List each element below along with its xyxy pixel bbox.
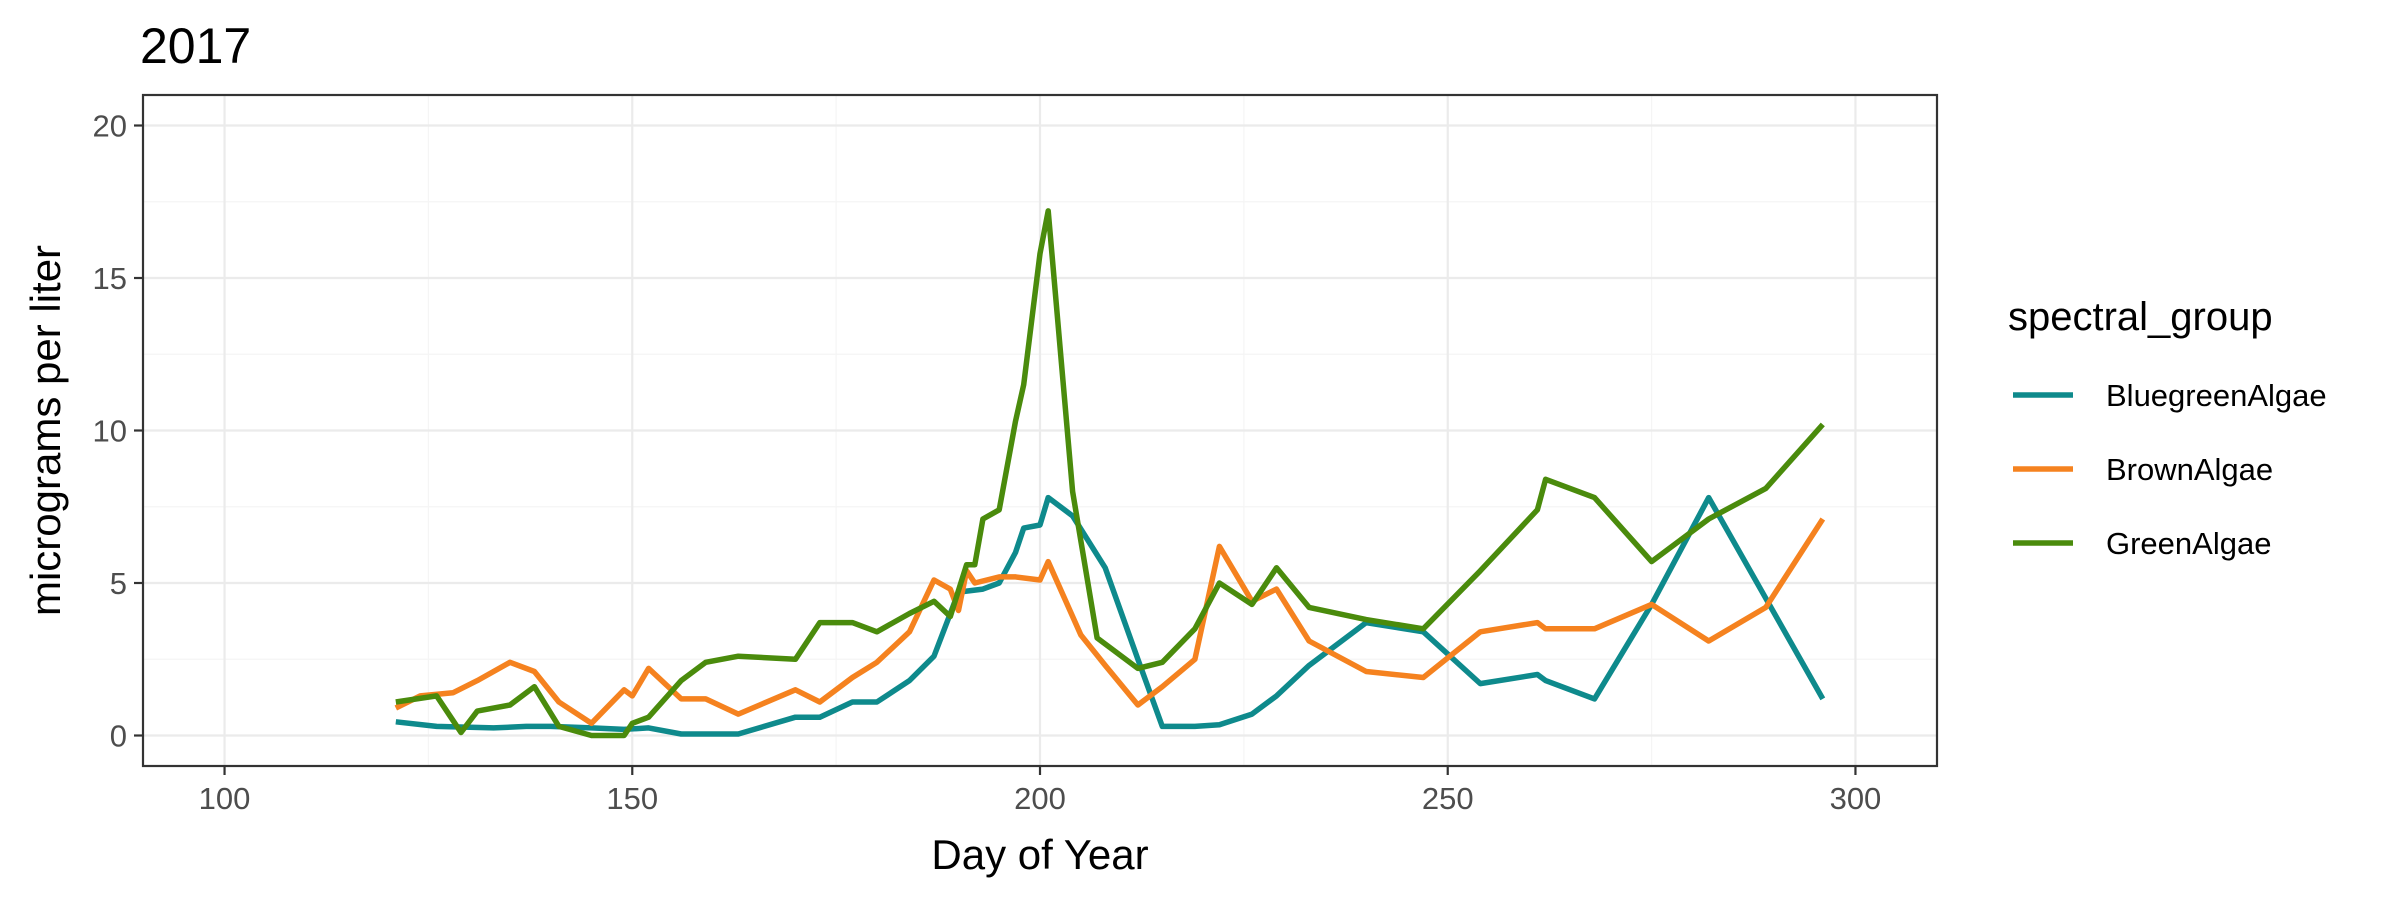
x-tick-label: 200 — [1014, 781, 1066, 816]
legend-item-greenalgae: GreenAlgae — [2013, 526, 2271, 561]
legend-title: spectral_group — [2008, 295, 2273, 339]
grid — [143, 95, 1937, 766]
x-tick-label: 300 — [1830, 781, 1882, 816]
series-layer — [394, 208, 1826, 739]
y-axis-title: micrograms per liter — [22, 245, 69, 616]
chart-title: 2017 — [140, 18, 251, 74]
legend: spectral_group BluegreenAlgae BrownAlgae G… — [2008, 295, 2327, 561]
series-line-greenalgae — [395, 208, 1825, 739]
axes: 100 150 200 250 300 0 5 10 15 20 — [93, 109, 1882, 817]
y-tick-label: 20 — [93, 109, 127, 144]
x-tick-label: 150 — [606, 781, 658, 816]
legend-label: BrownAlgae — [2106, 452, 2273, 487]
legend-label: GreenAlgae — [2106, 526, 2271, 561]
legend-item-bluegreenalgae: BluegreenAlgae — [2013, 378, 2327, 413]
legend-label: BluegreenAlgae — [2106, 378, 2327, 413]
x-axis-title: Day of Year — [931, 831, 1148, 878]
y-tick-label: 0 — [110, 719, 127, 754]
legend-item-brownalgae: BrownAlgae — [2013, 452, 2273, 487]
series-line-bluegreenalgae — [395, 494, 1826, 737]
legend-items: BluegreenAlgae BrownAlgae GreenAlgae — [2013, 378, 2327, 561]
x-tick-label: 250 — [1422, 781, 1474, 816]
y-tick-label: 15 — [93, 261, 127, 296]
x-tick-label: 100 — [199, 781, 251, 816]
y-tick-label: 5 — [110, 566, 127, 601]
y-tick-label: 10 — [93, 414, 127, 449]
series-line-brownalgae — [394, 517, 1826, 727]
